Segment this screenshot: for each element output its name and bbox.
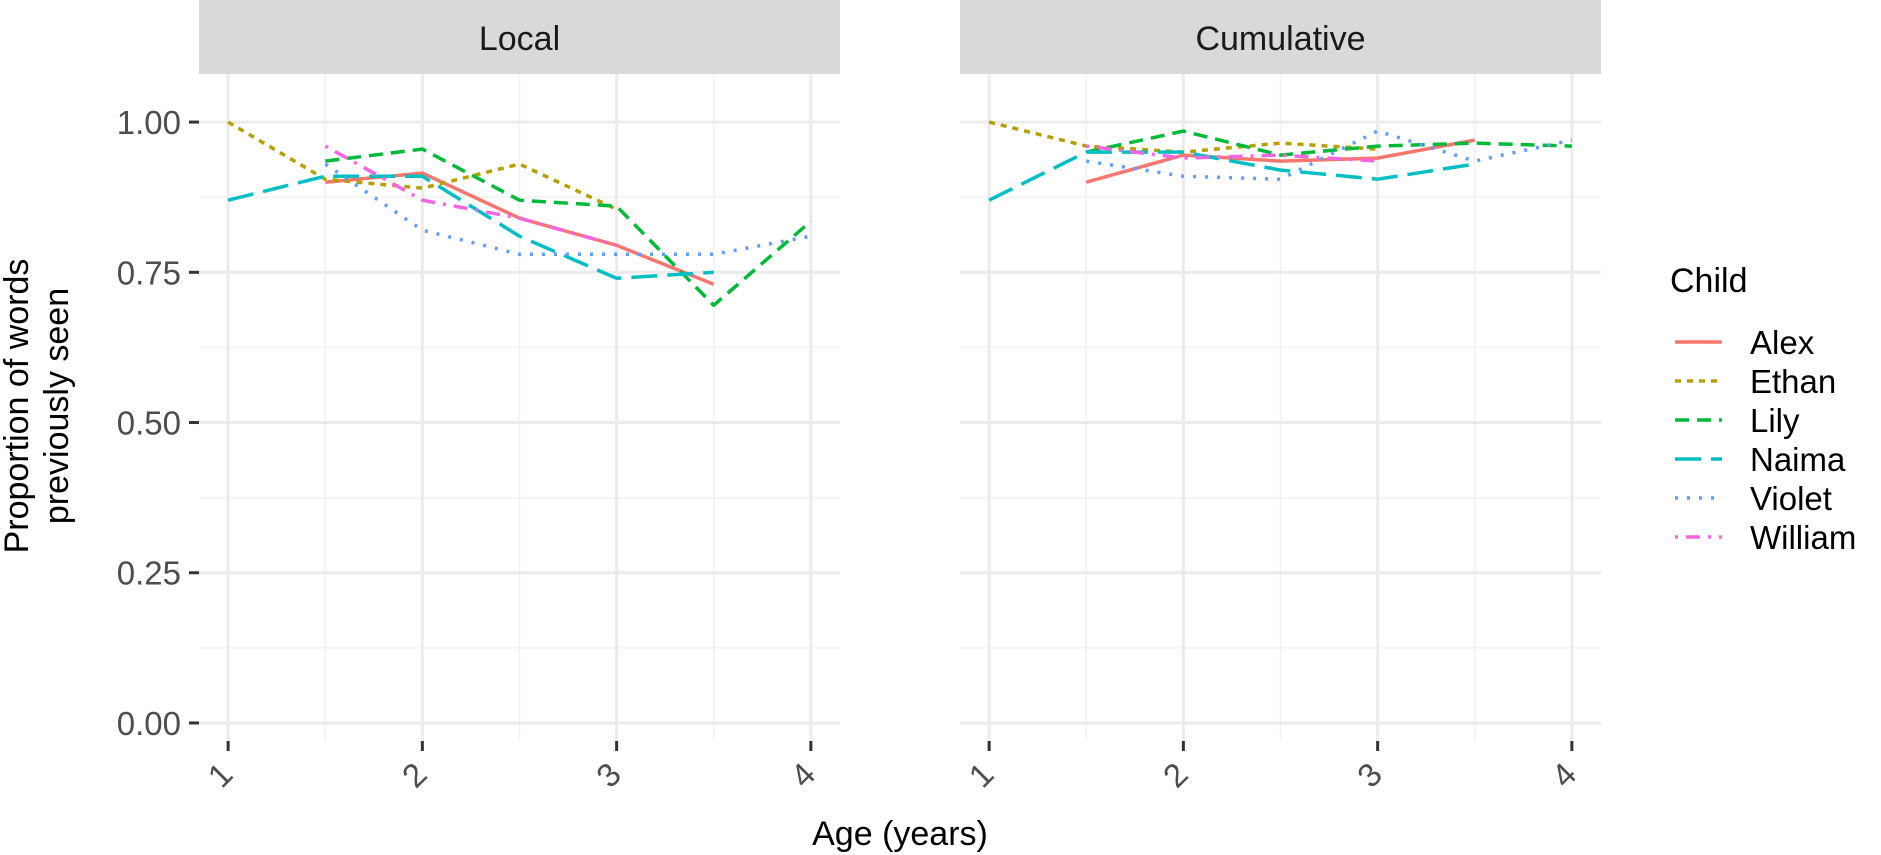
legend-entry-alex: Alex	[1675, 324, 1815, 361]
legend-entry-lily: Lily	[1675, 402, 1800, 439]
x-tick-label: 3	[1350, 755, 1389, 794]
x-tick-label: 1	[961, 755, 1000, 794]
y-axis-title: Proportion of words previously seen	[0, 259, 76, 554]
x-tick-label: 3	[589, 755, 628, 794]
y-tick-label: 0.75	[117, 254, 181, 291]
legend-label: Naima	[1750, 441, 1846, 478]
series-line-violet	[1086, 129, 1573, 181]
y-axis-title-line-2: previously seen	[38, 288, 76, 524]
legend-entry-william: William	[1675, 519, 1856, 556]
y-tick-label: 0.50	[117, 405, 181, 442]
legend-label: Violet	[1750, 480, 1832, 517]
panels: Local 0.00 0.25 0.50 0.75 1.00 1 2 3 4 Cumulative 1…	[117, 0, 1601, 794]
x-tick-label: 2	[395, 755, 434, 794]
panel-local: Local 0.00 0.25 0.50 0.75 1.00 1 2 3 4	[117, 0, 840, 794]
panel-cumulative: Cumulative 1 2 3 4	[960, 0, 1601, 794]
x-tick-label: 1	[200, 755, 239, 794]
facet-strip	[960, 0, 1601, 74]
legend-entry-ethan: Ethan	[1675, 363, 1836, 400]
y-tick-label: 0.00	[117, 705, 181, 742]
series-line-william	[1086, 144, 1378, 163]
x-tick-label: 2	[1156, 755, 1195, 794]
legend-label: Alex	[1750, 324, 1815, 361]
facet-strip	[199, 0, 840, 74]
y-tick-label: 0.25	[117, 555, 181, 592]
series-line-lily	[1085, 129, 1572, 157]
series-line-violet	[324, 162, 812, 257]
x-tick-label: 4	[1544, 755, 1583, 794]
facet-strip-label: Cumulative	[1195, 20, 1365, 58]
legend-label: Lily	[1750, 402, 1800, 439]
series-line-ethan	[227, 120, 618, 211]
x-axis-title: Age (years)	[812, 815, 988, 853]
facet-strip-label: Local	[479, 20, 560, 58]
series-line-lily	[325, 147, 813, 308]
legend-label: Ethan	[1750, 363, 1836, 400]
series-line-william	[324, 144, 618, 247]
y-tick-label: 1.00	[117, 104, 181, 141]
series-line-naima	[227, 174, 714, 281]
legend-entry-violet: Violet	[1675, 480, 1832, 517]
x-tick-label: 4	[783, 755, 822, 794]
y-axis-title-line-1: Proportion of words	[0, 259, 36, 554]
legend-label: William	[1750, 519, 1856, 556]
legend-title: Child	[1670, 262, 1747, 300]
legend-entry-naima: Naima	[1675, 441, 1846, 478]
series-line-naima	[988, 150, 1475, 202]
series-line-alex	[1085, 138, 1476, 184]
